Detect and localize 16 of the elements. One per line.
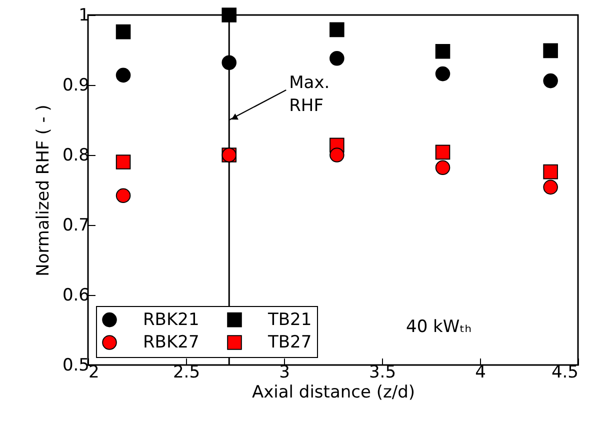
- x-tick-label: 4: [475, 362, 486, 382]
- legend-label: TB27: [267, 332, 312, 352]
- y-tick-label: 0.7: [62, 216, 90, 236]
- annotation: Max. RHF: [289, 73, 330, 116]
- legend-label: TB21: [267, 310, 312, 330]
- y-axis-title: Normalized RHF ( - ): [33, 104, 54, 276]
- legend-label: RBK21: [143, 310, 200, 330]
- annotation: 40 kWₜₕ: [406, 317, 472, 337]
- legend-label: RBK27: [143, 332, 200, 352]
- x-axis-title: Axial distance (z/d): [252, 382, 416, 402]
- y-tick-label: 0.6: [62, 286, 90, 306]
- y-tick-label: 0.9: [62, 76, 90, 96]
- y-tick-label: 0.8: [62, 146, 90, 166]
- y-tick-label: 1: [78, 6, 90, 26]
- x-tick-label: 4.5: [551, 362, 578, 382]
- y-tick-label: 0.5: [62, 356, 90, 376]
